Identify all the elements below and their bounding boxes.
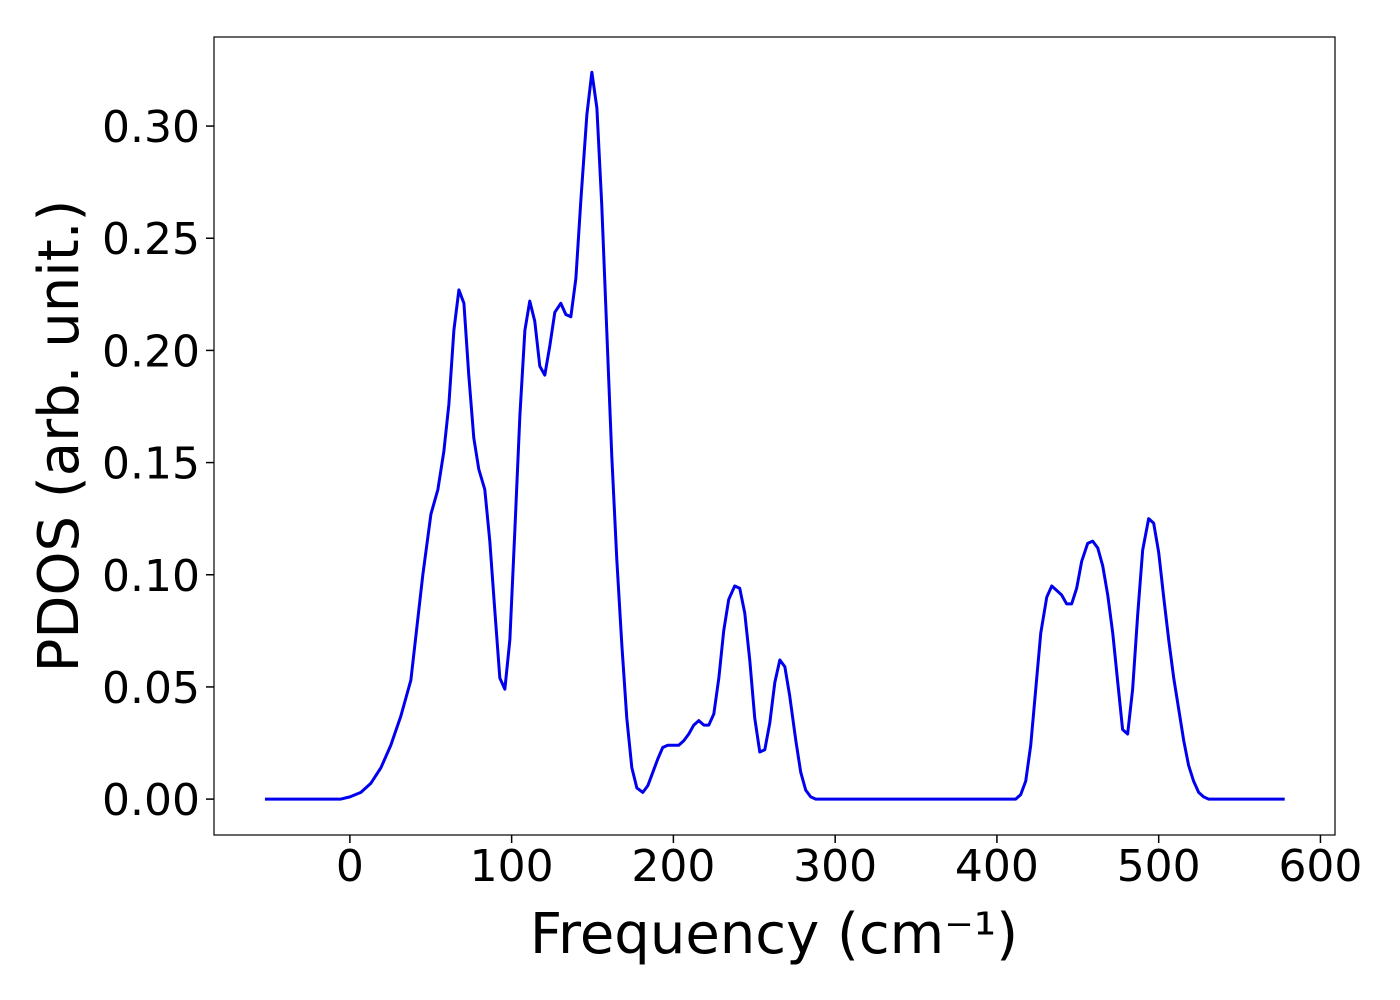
y-tick-label: 0.25: [102, 214, 200, 265]
y-tick-label: 0.00: [102, 775, 200, 826]
x-tick-label: 0: [336, 841, 364, 892]
y-tick-label: 0.20: [102, 326, 200, 377]
x-axis-label: Frequency (cm⁻¹): [530, 902, 1018, 967]
y-tick-label: 0.15: [102, 439, 200, 490]
x-tick-label: 100: [470, 841, 554, 892]
y-tick-label: 0.30: [102, 102, 200, 153]
x-tick-label: 400: [955, 841, 1039, 892]
y-tick-label: 0.05: [102, 663, 200, 714]
x-tick-label: 300: [793, 841, 877, 892]
data-line: [264, 70, 1285, 801]
x-tick-label: 200: [631, 841, 715, 892]
x-tick-label: 600: [1278, 841, 1362, 892]
y-axis-label: PDOS (arb. unit.): [27, 200, 92, 673]
y-tick-label: 0.10: [102, 551, 200, 602]
plot-frame: [213, 36, 1336, 836]
x-tick-label: 500: [1117, 841, 1201, 892]
